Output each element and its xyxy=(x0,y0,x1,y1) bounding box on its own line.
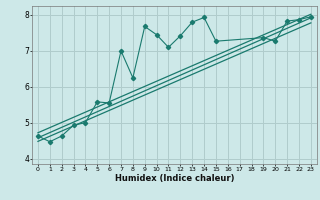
X-axis label: Humidex (Indice chaleur): Humidex (Indice chaleur) xyxy=(115,174,234,183)
